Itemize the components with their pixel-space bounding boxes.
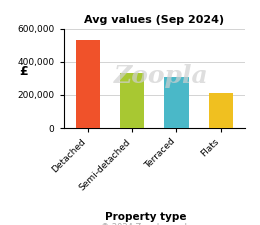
Title: Avg values (Sep 2024): Avg values (Sep 2024) bbox=[84, 15, 224, 25]
Y-axis label: £: £ bbox=[20, 65, 28, 78]
Text: © 2024 Zoopla.co.uk: © 2024 Zoopla.co.uk bbox=[101, 223, 190, 225]
Bar bbox=[120, 73, 144, 128]
Text: Property type: Property type bbox=[105, 212, 186, 223]
Bar bbox=[164, 77, 188, 128]
Bar bbox=[76, 40, 100, 128]
Text: Zoopla: Zoopla bbox=[114, 64, 209, 88]
Bar bbox=[209, 93, 233, 128]
